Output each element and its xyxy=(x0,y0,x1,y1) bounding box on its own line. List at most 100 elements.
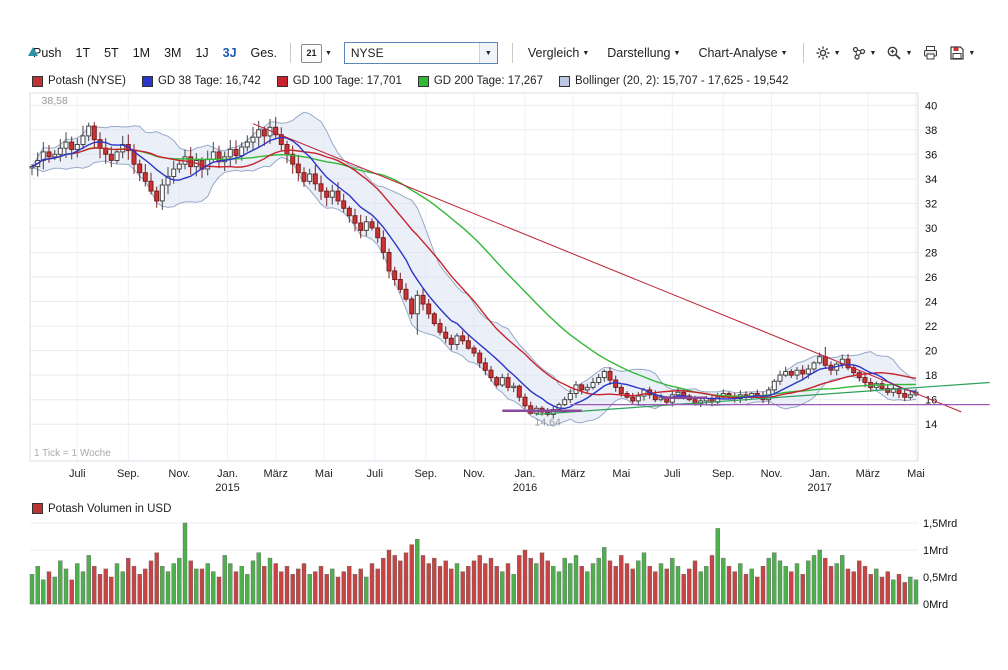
svg-text:Nov.: Nov. xyxy=(168,468,190,480)
svg-text:Juli: Juli xyxy=(367,468,384,480)
gd100-series-swatch xyxy=(276,75,288,87)
gd38-series-swatch xyxy=(141,75,153,87)
printer-icon xyxy=(924,46,938,60)
push-button[interactable]: Push xyxy=(33,46,62,60)
legend-item-bollinger: Bollinger (20, 2): 15,707 - 17,625 - 19,… xyxy=(558,75,789,87)
ma-line-20 xyxy=(31,147,917,399)
svg-text:März: März xyxy=(561,468,585,480)
svg-text:32: 32 xyxy=(925,198,937,210)
svg-text:Sep.: Sep. xyxy=(712,468,735,480)
chevron-down-icon: ▼ xyxy=(478,43,497,63)
darstellung-menu-label: Darstellung xyxy=(607,46,671,60)
svg-text:März: März xyxy=(856,468,880,480)
potash-series-swatch xyxy=(32,75,43,87)
price-annotations: 38,58 14,64 1 Tick = 1 Woche xyxy=(34,95,561,459)
svg-text:Mai: Mai xyxy=(907,468,925,480)
interval-value: 21 xyxy=(306,48,317,58)
svg-text:1,5Mrd: 1,5Mrd xyxy=(923,518,957,530)
svg-text:14: 14 xyxy=(925,419,937,431)
volume-series-swatch xyxy=(32,503,43,514)
range-3m-button[interactable]: 3M xyxy=(164,46,182,60)
svg-text:Mai: Mai xyxy=(612,468,630,480)
interval-calendar-button[interactable]: 21 ▼ xyxy=(300,43,332,63)
volume-chart[interactable]: 1,5Mrd 1Mrd 0,5Mrd 0Mrd xyxy=(0,516,1008,616)
indicators-button[interactable]: ▼ xyxy=(851,45,877,61)
svg-text:Sep.: Sep. xyxy=(117,468,140,480)
svg-text:Juli: Juli xyxy=(69,468,86,480)
svg-text:40: 40 xyxy=(925,100,937,112)
range-1t-button[interactable]: 1T xyxy=(75,46,91,60)
svg-text:22: 22 xyxy=(925,321,937,333)
plot-border xyxy=(29,92,919,462)
trendlines[interactable] xyxy=(252,123,990,415)
svg-text:2017: 2017 xyxy=(807,482,831,494)
darstellung-menu[interactable]: Darstellung ▼ xyxy=(598,43,689,63)
range-5t-button[interactable]: 5T xyxy=(104,46,119,60)
ma-line-40 xyxy=(31,147,917,398)
save-button[interactable]: ▼ xyxy=(949,45,975,61)
volume-bars[interactable] xyxy=(29,522,919,605)
svg-text:Juli: Juli xyxy=(664,468,681,480)
price-chart[interactable]: 40 38 36 34 32 30 28 26 24 22 20 18 16 14 Juli Sep. Nov.… xyxy=(0,87,1008,499)
legend-label: GD 38 Tage: 16,742 xyxy=(157,75,261,87)
svg-text:20: 20 xyxy=(925,346,937,358)
indicators-icon xyxy=(852,46,865,60)
legend-item-gd100: GD 100 Tage: 17,701 xyxy=(276,75,402,87)
legend-label: Bollinger (20, 2): 15,707 - 17,625 - 19,… xyxy=(574,75,789,87)
range-3j-button[interactable]: 3J xyxy=(222,46,237,60)
gd200-series-swatch xyxy=(417,75,429,87)
legend-label: GD 200 Tage: 17,267 xyxy=(433,75,543,87)
toolbar-separator xyxy=(511,43,513,63)
svg-text:Jan.: Jan. xyxy=(809,468,830,480)
chart-analyse-menu-label: Chart-Analyse xyxy=(698,46,778,60)
chevron-down-icon: ▼ xyxy=(780,49,788,57)
chevron-down-icon: ▼ xyxy=(968,49,976,57)
svg-text:0Mrd: 0Mrd xyxy=(923,599,948,611)
chart-analyse-menu[interactable]: Chart-Analyse ▼ xyxy=(689,43,796,63)
svg-text:Jan.: Jan. xyxy=(217,468,238,480)
svg-text:18: 18 xyxy=(925,370,937,382)
chevron-down-icon: ▼ xyxy=(673,49,681,57)
settings-button[interactable]: ▼ xyxy=(815,45,841,61)
range-1j-button[interactable]: 1J xyxy=(195,46,209,60)
volume-legend-label: Potash Volumen in USD xyxy=(48,502,172,515)
svg-text:38,58: 38,58 xyxy=(42,95,68,107)
legend-label: GD 100 Tage: 17,701 xyxy=(292,75,402,87)
range-1m-button[interactable]: 1M xyxy=(132,46,151,60)
gear-icon xyxy=(816,46,830,60)
chart-toolbar: Push 1T 5T 1M 3M 1J 3J Ges. 21 ▼ NYSE ▼ … xyxy=(26,40,1008,66)
calendar-icon: 21 xyxy=(300,43,322,63)
svg-text:2016: 2016 xyxy=(513,482,537,494)
range-ges-button[interactable]: Ges. xyxy=(250,46,277,60)
volume-legend: Potash Volumen in USD xyxy=(32,501,1008,516)
chevron-down-icon: ▼ xyxy=(324,49,332,57)
legend-item-gd38: GD 38 Tage: 16,742 xyxy=(141,75,261,87)
print-button[interactable] xyxy=(922,45,939,61)
svg-text:Jan.: Jan. xyxy=(515,468,536,480)
vergleich-menu[interactable]: Vergleich ▼ xyxy=(519,43,598,63)
volume-axis-labels: 1,5Mrd 1Mrd 0,5Mrd 0Mrd xyxy=(923,518,957,611)
chart-legend: Potash (NYSE) GD 38 Tage: 16,742 GD 100 … xyxy=(32,75,1008,87)
svg-text:Nov.: Nov. xyxy=(463,468,485,480)
chevron-down-icon: ▼ xyxy=(582,49,590,57)
exchange-select[interactable]: NYSE ▼ xyxy=(343,42,498,64)
svg-text:24: 24 xyxy=(925,297,937,309)
chevron-down-icon: ▼ xyxy=(905,49,913,57)
svg-text:2015: 2015 xyxy=(215,482,239,494)
zoom-button[interactable]: ▼ xyxy=(886,45,912,61)
svg-text:Nov.: Nov. xyxy=(761,468,783,480)
svg-text:1 Tick = 1 Woche: 1 Tick = 1 Woche xyxy=(34,448,111,459)
svg-text:26: 26 xyxy=(925,272,937,284)
ma-line-8 xyxy=(31,136,917,410)
collapse-panel-icon[interactable] xyxy=(28,47,38,56)
svg-text:1Mrd: 1Mrd xyxy=(923,545,948,557)
svg-text:36: 36 xyxy=(925,149,937,161)
bollinger-series-swatch xyxy=(558,75,570,87)
chevron-down-icon: ▼ xyxy=(833,49,841,57)
svg-text:Sep.: Sep. xyxy=(414,468,437,480)
zoom-in-icon xyxy=(888,46,902,60)
chevron-down-icon: ▼ xyxy=(869,49,877,57)
svg-text:Mai: Mai xyxy=(315,468,333,480)
save-icon xyxy=(950,46,964,60)
chart-application: { "toolbar": { "push_label": "Push", "ra… xyxy=(0,40,1008,670)
